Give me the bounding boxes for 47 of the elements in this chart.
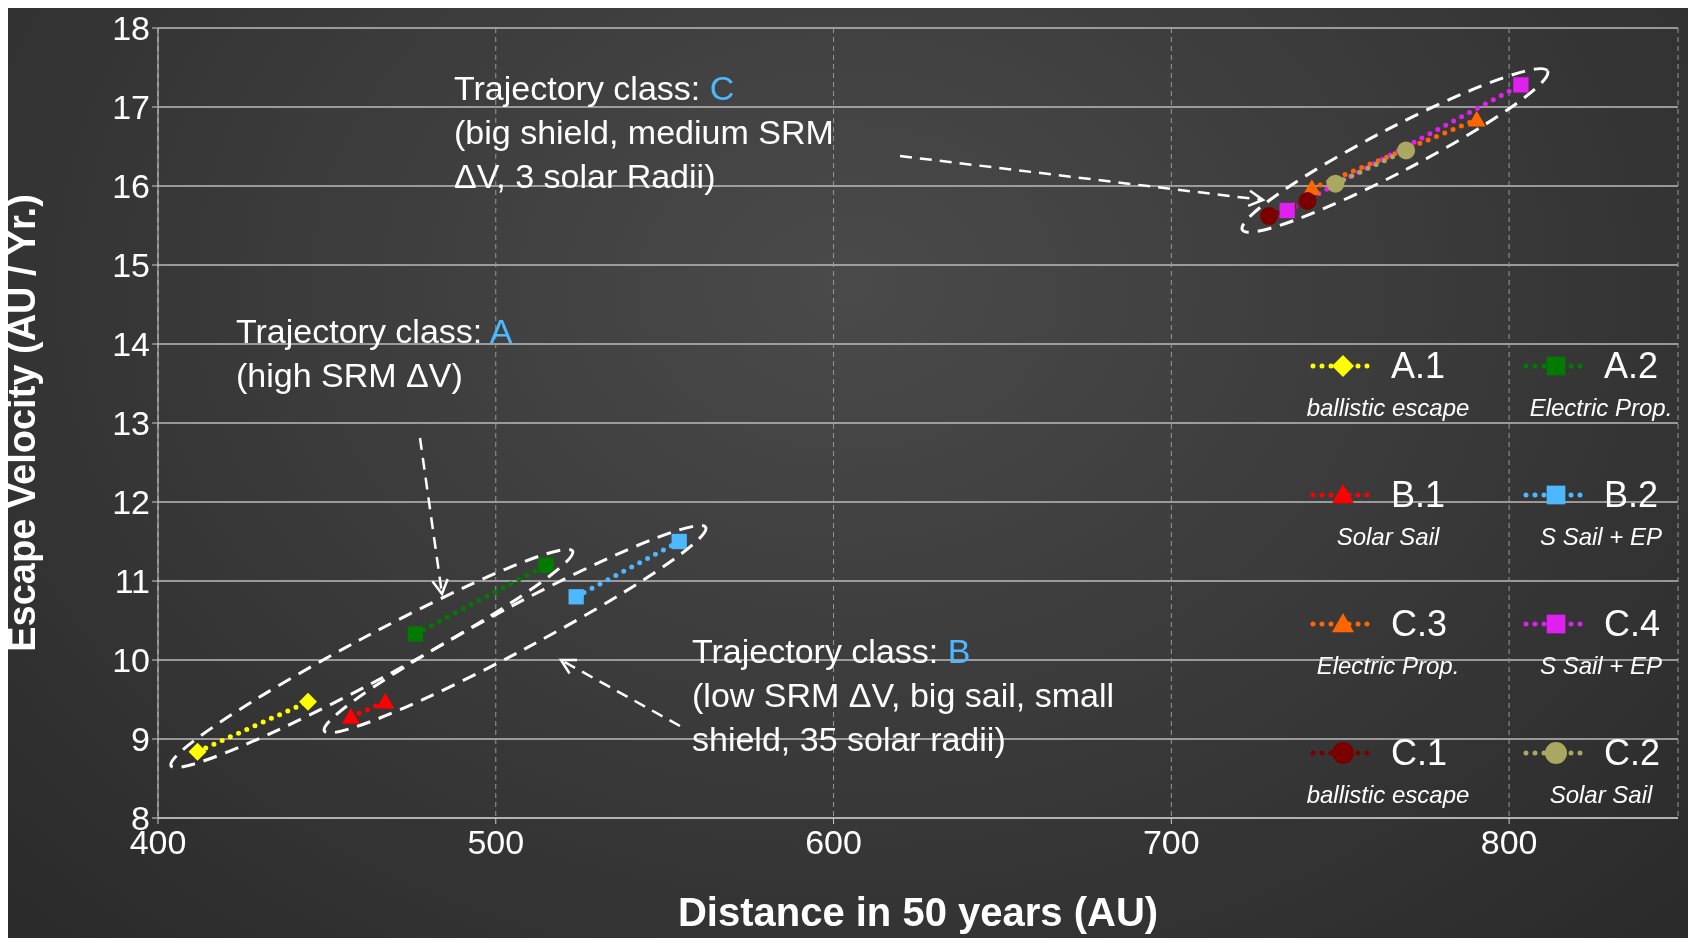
legend-label: C.4 xyxy=(1604,603,1661,644)
x-axis-title: Distance in 50 years (AU) xyxy=(677,890,1159,934)
y-tick-label: 18 xyxy=(112,9,150,48)
point xyxy=(407,626,424,642)
x-tick-label: 800 xyxy=(1480,823,1538,862)
annotation: Trajectory class: B (low SRM ΔV, big sail, small shield, 35 solar radii) xyxy=(692,632,1115,758)
point xyxy=(1279,202,1295,219)
legend-label: A.2 xyxy=(1604,345,1659,386)
point xyxy=(1259,207,1278,226)
annotation: ballistic escape xyxy=(1306,394,1470,421)
legend-label: C.2 xyxy=(1604,732,1661,773)
legend-label: B.2 xyxy=(1604,474,1659,515)
point xyxy=(188,742,207,761)
y-tick-label: 9 xyxy=(131,720,150,759)
y-tick-label: 14 xyxy=(112,325,150,364)
point xyxy=(568,589,584,605)
point xyxy=(298,692,317,711)
point xyxy=(538,557,554,573)
legend-label: B.1 xyxy=(1391,474,1446,515)
annotation: Electric Prop. xyxy=(1316,652,1460,679)
y-axis-title: Escape Velocity (AU / Yr.) xyxy=(1,194,44,652)
y-tick-label: 15 xyxy=(112,246,150,285)
y-tick-label: 10 xyxy=(112,641,150,680)
annotation: Solar Sail xyxy=(1549,781,1654,808)
y-tick-label: 12 xyxy=(112,483,150,522)
annotation: S Sail + EP xyxy=(1539,652,1663,679)
annotation: ballistic escape xyxy=(1306,781,1470,808)
y-tick-label: 16 xyxy=(112,167,150,206)
point xyxy=(1326,174,1345,193)
point xyxy=(1513,77,1529,93)
annotation: S Sail + EP xyxy=(1539,523,1663,550)
point xyxy=(671,533,687,550)
annotation: Electric Prop. xyxy=(1529,394,1673,421)
point xyxy=(1397,141,1416,160)
legend-label: C.3 xyxy=(1391,603,1448,644)
x-tick-label: 600 xyxy=(805,823,862,862)
legend-label: C.1 xyxy=(1391,732,1448,773)
point xyxy=(1298,192,1317,211)
x-tick-label: 500 xyxy=(467,823,525,862)
x-tick-label: 700 xyxy=(1142,823,1200,862)
annotation: Trajectory class: A (high SRM ΔV) xyxy=(236,312,513,394)
y-tick-label: 17 xyxy=(112,88,150,127)
legend-label: A.1 xyxy=(1391,345,1446,386)
annotation: Solar Sail xyxy=(1336,523,1441,550)
y-tick-label: 11 xyxy=(114,562,150,601)
y-tick-label: 13 xyxy=(112,404,150,443)
annotation: Trajectory class: C (big shield, medium SRM ΔV, 3 solar Radii) xyxy=(454,69,834,195)
